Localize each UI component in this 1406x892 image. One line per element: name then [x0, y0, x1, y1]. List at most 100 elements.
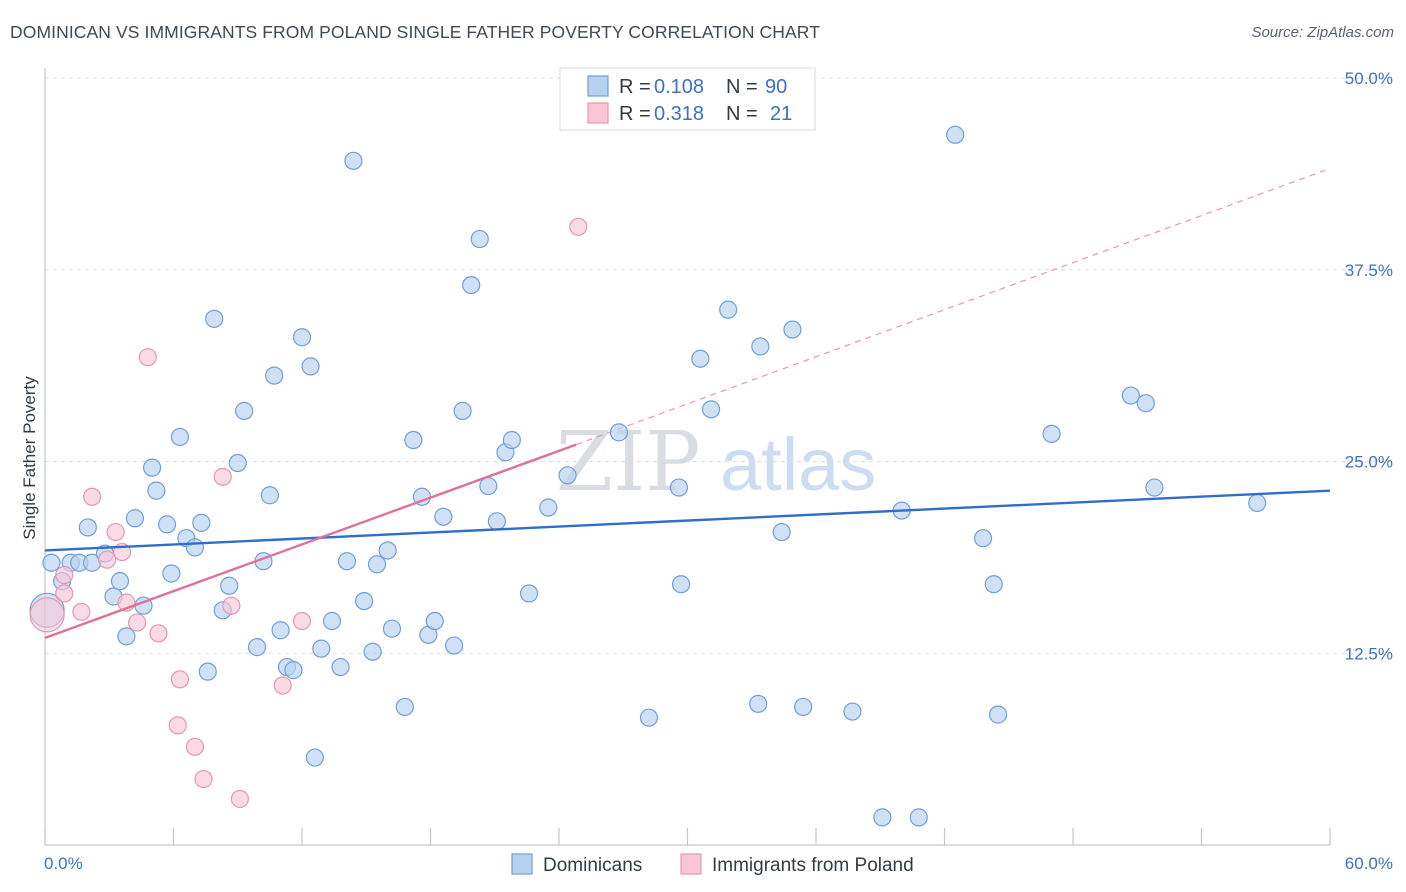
dominicans-point-36 — [312, 639, 331, 658]
legend-n-value-poland: 21 — [770, 103, 792, 125]
dominicans-point-0 — [42, 553, 61, 572]
y-tick-label-0: 12.5% — [1345, 644, 1393, 663]
dominicans-point-16 — [170, 427, 190, 447]
dominicans-point-20 — [198, 662, 217, 681]
dominicans-point-80 — [973, 529, 993, 548]
legend-n-label-poland: N = — [726, 103, 758, 125]
dominicans-point-26 — [247, 638, 267, 657]
dominicans-point-34 — [301, 357, 320, 376]
dominicans-point-24 — [228, 453, 247, 473]
dominicans-point-45 — [382, 619, 402, 638]
dominicans-point-63 — [609, 423, 629, 442]
dominicans-point-13 — [147, 481, 166, 500]
dominicans-point-87 — [1248, 493, 1267, 513]
dominicans-point-21 — [205, 309, 224, 328]
poland-point-17 — [292, 611, 312, 631]
dominicans-point-43 — [367, 555, 387, 574]
poland-point-14 — [222, 596, 241, 615]
poland-point-12 — [194, 769, 213, 789]
dominicans-point-52 — [444, 636, 464, 655]
poland-point-0 — [55, 565, 74, 585]
dominicans-point-64 — [639, 708, 659, 727]
dominicans-point-65 — [669, 478, 689, 497]
poland-trend-line — [44, 443, 577, 640]
dominicans-point-40 — [344, 151, 363, 170]
dominicans-point-57 — [487, 512, 506, 531]
dominicans-point-4 — [78, 518, 97, 537]
poland-point-6 — [127, 613, 147, 632]
poland-point-18 — [569, 217, 588, 236]
dominicans-point-81 — [984, 575, 1003, 594]
bottom-legend-label-poland: Immigrants from Poland — [712, 855, 914, 876]
dominicans-point-19 — [192, 513, 211, 532]
bottom-legend-swatch-poland — [680, 853, 702, 875]
legend-swatch-dominicans — [587, 75, 609, 97]
dominicans-point-50 — [425, 611, 444, 631]
poland-point-8 — [149, 624, 168, 643]
y-tick-label-3: 50.0% — [1345, 69, 1393, 88]
dominicans-point-66 — [671, 575, 691, 594]
dominicans-point-62 — [558, 466, 577, 485]
dominicans-point-23 — [220, 576, 239, 595]
correlation-legend: R = 0.108 N = 90 R = 0.318 N = 21 — [559, 67, 816, 131]
x-tick-label-max: 60.0% — [1345, 854, 1393, 873]
dominicans-point-53 — [453, 401, 472, 420]
chart-title: DOMINICAN VS IMMIGRANTS FROM POLAND SING… — [10, 22, 821, 42]
dominicans-point-84 — [1121, 386, 1140, 405]
dominicans-point-71 — [751, 337, 770, 356]
dominicans-point-51 — [434, 507, 453, 526]
poland-trend-extension — [575, 167, 1331, 446]
poland-point-9 — [168, 716, 187, 735]
poland-point-10 — [170, 670, 190, 689]
dominicans-point-73 — [783, 320, 802, 339]
dominicans-point-32 — [284, 661, 303, 680]
dominicans-point-59 — [502, 430, 521, 450]
dominicans-point-55 — [470, 229, 489, 249]
poland-point-11 — [185, 737, 205, 756]
poland-point-15 — [230, 789, 249, 809]
dominicans-point-72 — [772, 522, 791, 542]
dominicans-point-37 — [322, 611, 342, 631]
dominicans-point-70 — [749, 694, 768, 713]
poland-point-1 — [72, 602, 91, 621]
dominicans-point-76 — [873, 808, 892, 827]
bottom-legend-swatch-dominicans — [511, 853, 533, 875]
dominicans-point-82 — [988, 705, 1008, 724]
dominicans-point-74 — [794, 697, 813, 717]
legend-swatch-poland — [587, 102, 609, 124]
watermark-atlas: atlas — [720, 423, 876, 506]
dominicans-point-25 — [235, 401, 254, 420]
dominicans-point-75 — [843, 702, 862, 721]
legend-n-value-dominicans: 90 — [765, 76, 787, 98]
poland-point-13 — [213, 467, 232, 486]
bottom-legend-label-dominicans: Dominicans — [543, 855, 642, 876]
dominicans-point-56 — [479, 476, 498, 496]
dominicans-point-35 — [305, 748, 324, 767]
poland-point-16 — [273, 676, 292, 695]
dominicans-point-69 — [719, 300, 738, 319]
dominicans-point-15 — [162, 564, 181, 583]
dominicans-point-29 — [265, 366, 284, 385]
poland-point-3 — [98, 550, 117, 569]
dominicans-point-78 — [909, 808, 928, 827]
dominicans-point-67 — [691, 349, 710, 368]
dominicans-point-79 — [946, 125, 965, 144]
legend-r-label-dominicans: R = — [619, 76, 651, 98]
dominicans-trend-line — [44, 489, 1331, 552]
poland-point-4 — [106, 522, 125, 542]
poland-big-point-0 — [29, 597, 65, 633]
poland-point-19 — [55, 584, 74, 603]
poland-points — [29, 217, 588, 809]
dominicans-point-38 — [331, 657, 350, 677]
dominicans-point-86 — [1145, 478, 1164, 497]
dominicans-point-30 — [271, 621, 290, 640]
dominicans-point-42 — [363, 642, 382, 661]
x-tick-label-min: 0.0% — [44, 854, 83, 873]
dominicans-point-28 — [260, 486, 279, 505]
dominicans-point-12 — [142, 458, 162, 477]
y-axis-label: Single Father Poverty — [20, 376, 39, 540]
x-axis-ticks — [44, 828, 1331, 845]
legend-r-value-dominicans: 0.108 — [654, 76, 704, 98]
legend-r-label-poland: R = — [619, 103, 651, 125]
